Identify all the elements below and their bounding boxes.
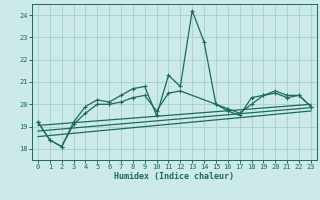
X-axis label: Humidex (Indice chaleur): Humidex (Indice chaleur) xyxy=(115,172,234,181)
